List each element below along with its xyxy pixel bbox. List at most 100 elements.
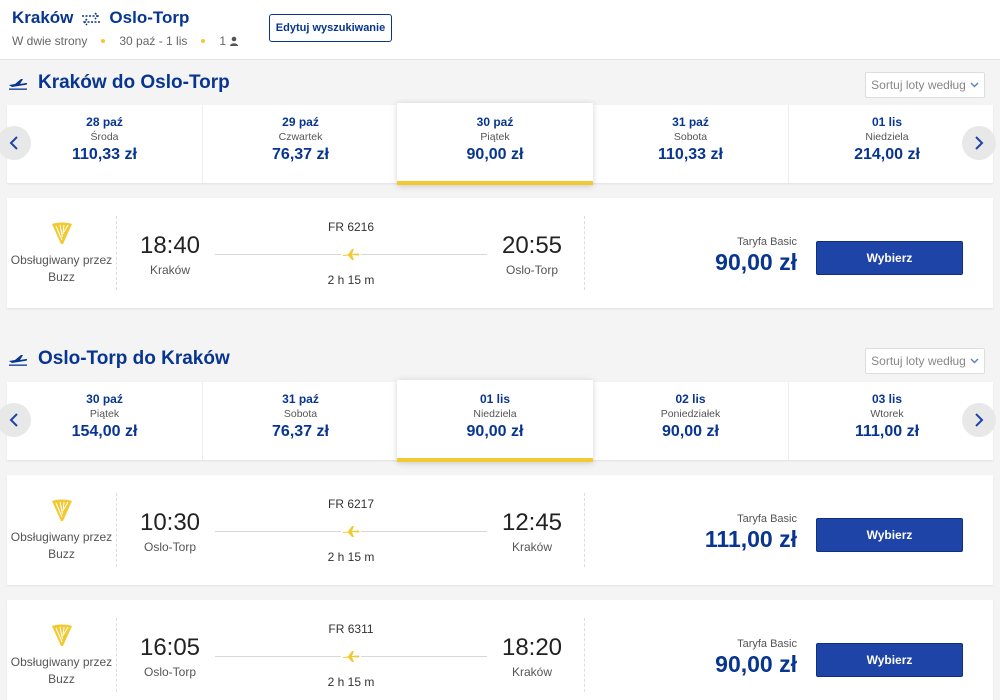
weekday-label: Środa bbox=[90, 131, 119, 143]
return-section-title: Oslo-Torp do Kraków bbox=[8, 348, 230, 370]
chevron-right-icon bbox=[975, 413, 984, 427]
separator-dot bbox=[201, 39, 206, 43]
plane-icon bbox=[341, 523, 361, 539]
person-icon bbox=[230, 36, 239, 46]
departure-city: Oslo-Torp bbox=[143, 665, 196, 679]
plane-takeoff-icon bbox=[9, 79, 28, 90]
outbound-section-title: Kraków do Oslo-Torp bbox=[8, 72, 230, 94]
return-sort-dropdown[interactable]: Sortuj loty według bbox=[865, 348, 985, 374]
outbound-date-option[interactable]: 29 paź Czwartek 76,37 zł bbox=[203, 105, 399, 183]
card-divider bbox=[584, 493, 585, 567]
date-price: 76,37 zł bbox=[272, 423, 329, 440]
destination-name: Oslo-Torp bbox=[109, 8, 190, 27]
weekday-label: Niedziela bbox=[473, 408, 517, 420]
weekday-label: Czwartek bbox=[278, 131, 323, 143]
select-flight-button[interactable]: Wybierz bbox=[816, 643, 963, 677]
origin-name: Kraków bbox=[12, 8, 74, 27]
sort-label: Sortuj loty według bbox=[871, 78, 966, 92]
date-price: 214,00 zł bbox=[854, 146, 920, 163]
date-price: 76,37 zł bbox=[272, 146, 329, 163]
return-prev-dates-button[interactable] bbox=[0, 403, 31, 437]
weekday-label: Niedziela bbox=[865, 131, 909, 143]
chevron-right-icon bbox=[975, 136, 984, 150]
weekday-label: Sobota bbox=[673, 131, 708, 143]
date-label: 30 paź bbox=[86, 392, 123, 406]
chevron-down-icon bbox=[970, 82, 979, 88]
flight-card[interactable]: Obsługiwany przez Buzz 16:05 Oslo-Torp F… bbox=[7, 600, 993, 700]
return-date-option[interactable]: 30 paź Piątek 154,00 zł bbox=[7, 382, 203, 460]
weekday-label: Piątek bbox=[480, 131, 510, 143]
fare-type-label: Taryfa Basic bbox=[737, 513, 797, 525]
outbound-title-text: Kraków do Oslo-Torp bbox=[38, 72, 230, 93]
return-date-option[interactable]: 03 lis Wtorek 111,00 zł bbox=[789, 382, 985, 460]
outbound-date-option[interactable]: 28 paź Środa 110,33 zł bbox=[7, 105, 203, 183]
outbound-date-option[interactable]: 31 paź Sobota 110,33 zł bbox=[593, 105, 789, 183]
date-label: 02 lis bbox=[675, 392, 706, 406]
arrival-time: 18:20 bbox=[501, 634, 563, 661]
return-date-option[interactable]: 02 lis Poniedziałek 90,00 zł bbox=[593, 382, 789, 460]
return-date-option[interactable]: 31 paź Sobota 76,37 zł bbox=[203, 382, 399, 460]
edit-search-button[interactable]: Edytuj wyszukiwanie bbox=[269, 14, 392, 42]
return-next-dates-button[interactable] bbox=[962, 403, 996, 437]
arrival-city: Oslo-Torp bbox=[505, 263, 558, 277]
date-price: 154,00 zł bbox=[71, 423, 138, 440]
harp-logo-icon bbox=[51, 222, 72, 244]
departure-time: 18:40 bbox=[139, 232, 201, 259]
flight-duration: 2 h 15 m bbox=[327, 675, 375, 689]
round-trip-arrows-icon bbox=[79, 11, 103, 26]
date-price: 110,33 zł bbox=[658, 146, 723, 163]
date-label: 28 paź bbox=[86, 115, 123, 129]
operator-info: Obsługiwany przez Buzz bbox=[7, 493, 117, 567]
plane-takeoff-icon bbox=[9, 355, 28, 366]
departure-city: Kraków bbox=[149, 263, 190, 277]
weekday-label: Sobota bbox=[283, 408, 318, 420]
chevron-down-icon bbox=[970, 358, 979, 364]
operator-name: Obsługiwany przez Buzz bbox=[10, 530, 113, 561]
date-label: 30 paź bbox=[476, 115, 514, 129]
operator-name: Obsługiwany przez Buzz bbox=[10, 253, 113, 284]
route-title: Kraków Oslo-Torp bbox=[12, 8, 189, 28]
departure-time: 16:05 bbox=[139, 634, 201, 661]
flight-duration: 2 h 15 m bbox=[327, 550, 375, 564]
flight-card[interactable]: Obsługiwany przez Buzz 10:30 Oslo-Torp F… bbox=[7, 475, 993, 585]
trip-type: W dwie strony bbox=[12, 34, 88, 48]
date-price: 90,00 zł bbox=[466, 423, 524, 440]
outbound-next-dates-button[interactable] bbox=[962, 126, 996, 160]
card-divider bbox=[584, 618, 585, 692]
date-price: 110,33 zł bbox=[72, 146, 137, 163]
departure-city: Oslo-Torp bbox=[143, 540, 196, 554]
arrival-city: Kraków bbox=[511, 665, 552, 679]
outbound-date-option-selected[interactable]: 30 paź Piątek 90,00 zł bbox=[397, 103, 593, 185]
departure-time: 10:30 bbox=[139, 509, 201, 536]
fare-type-label: Taryfa Basic bbox=[737, 236, 797, 248]
flight-number: FR 6216 bbox=[327, 220, 375, 234]
sort-label: Sortuj loty według bbox=[871, 354, 966, 368]
select-flight-button[interactable]: Wybierz bbox=[816, 518, 963, 552]
weekday-label: Poniedziałek bbox=[660, 408, 721, 420]
outbound-prev-dates-button[interactable] bbox=[0, 126, 31, 160]
date-price: 111,00 zł bbox=[854, 423, 920, 440]
outbound-date-option[interactable]: 01 lis Niedziela 214,00 zł bbox=[789, 105, 985, 183]
flight-card[interactable]: Obsługiwany przez Buzz 18:40 Kraków FR 6… bbox=[7, 198, 993, 308]
fare-type-label: Taryfa Basic bbox=[737, 638, 797, 650]
trip-dates: 30 paź - 1 lis bbox=[119, 34, 188, 48]
outbound-sort-dropdown[interactable]: Sortuj loty według bbox=[865, 72, 985, 98]
date-price: 90,00 zł bbox=[466, 146, 524, 163]
date-label: 01 lis bbox=[871, 115, 903, 129]
select-flight-button[interactable]: Wybierz bbox=[816, 241, 963, 275]
date-label: 31 paź bbox=[672, 115, 709, 129]
return-date-option-selected[interactable]: 01 lis Niedziela 90,00 zł bbox=[397, 380, 593, 462]
passenger-count: 1 bbox=[219, 34, 239, 48]
date-label: 01 lis bbox=[479, 392, 511, 406]
passenger-count-value: 1 bbox=[219, 34, 227, 48]
search-summary-bar: Kraków Oslo-Torp W dwie strony 30 paź - … bbox=[0, 0, 1000, 60]
plane-icon bbox=[341, 246, 361, 262]
plane-icon bbox=[341, 648, 361, 664]
flight-number: FR 6311 bbox=[328, 622, 374, 636]
chevron-left-icon bbox=[9, 413, 18, 427]
flight-duration: 2 h 15 m bbox=[327, 273, 375, 287]
card-divider bbox=[584, 216, 585, 290]
date-label: 31 paź bbox=[282, 392, 319, 406]
weekday-label: Piątek bbox=[89, 408, 120, 420]
harp-logo-icon bbox=[51, 624, 72, 646]
